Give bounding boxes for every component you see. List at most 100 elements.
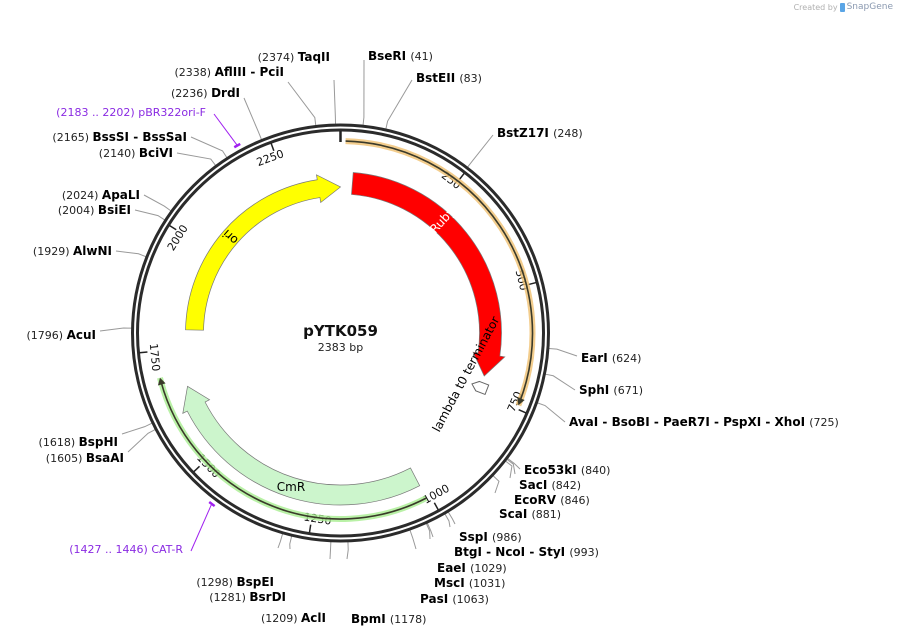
restriction-site[interactable]: BtgI - NcoI - StyI (993) [454, 545, 599, 559]
restriction-site[interactable]: BpmI (1178) [351, 612, 426, 626]
tick-mark [270, 143, 275, 152]
restriction-site[interactable]: (2165) BssSI - BssSaI [52, 130, 187, 144]
site-name: BpmI [351, 612, 390, 626]
restriction-site[interactable]: (1298) BspEI [196, 575, 274, 589]
restriction-site[interactable]: AvaI - BsoBI - PaeR7I - PspXI - XhoI (72… [569, 415, 839, 429]
primer-mark[interactable] [208, 500, 216, 508]
site-position: (842) [552, 479, 582, 492]
site-leader [505, 460, 513, 479]
site-leader [115, 250, 147, 258]
site-position: (846) [560, 494, 590, 507]
site-leader [134, 209, 165, 221]
site-name: MscI [434, 576, 469, 590]
site-name: BspEI [236, 575, 274, 589]
site-name: AclI [301, 611, 326, 625]
primer-label[interactable]: (2183 .. 2202) pBR322ori-F [56, 106, 206, 119]
terminator-label: lambda t0 terminator [430, 314, 503, 434]
CmR-orf-arrowhead-icon [157, 377, 166, 386]
restriction-site[interactable]: PasI (1063) [420, 592, 489, 606]
site-name: BsiEI [98, 203, 131, 217]
site-leader [537, 402, 566, 423]
restriction-site[interactable]: BseRI (41) [368, 49, 433, 63]
primer-leader [213, 113, 238, 145]
site-position: (2140) [99, 147, 139, 160]
primer-label[interactable]: (1427 .. 1446) CAT-R [69, 543, 183, 556]
site-leader [333, 79, 337, 125]
restriction-site[interactable]: EaeI (1029) [437, 561, 507, 575]
restriction-site[interactable]: BstEII (83) [416, 71, 482, 85]
primer-name: CAT-R [151, 543, 183, 556]
site-position: (1178) [390, 613, 427, 626]
site-position: (2004) [58, 204, 98, 217]
restriction-site[interactable]: (2004) BsiEI [58, 203, 131, 217]
restriction-site[interactable]: EarI (624) [581, 351, 641, 365]
ori-feature-arrow[interactable] [185, 174, 342, 331]
restriction-site[interactable]: BstZ17I (248) [497, 126, 583, 140]
site-position: (840) [581, 464, 611, 477]
site-name: EarI [581, 351, 612, 365]
site-leader [190, 136, 228, 158]
restriction-site[interactable]: (1929) AlwNI [33, 244, 112, 258]
restriction-site[interactable]: (2024) ApaLI [62, 188, 140, 202]
terminator-icon[interactable] [470, 379, 490, 396]
site-leader-lines [99, 59, 578, 560]
restriction-site[interactable]: (2374) TaqII [258, 50, 330, 64]
site-position: (881) [532, 508, 562, 521]
site-name: DrdI [211, 86, 240, 100]
restriction-site[interactable]: (1605) BsaAI [46, 451, 124, 465]
site-name: BseRI [368, 49, 410, 63]
site-position: (1029) [470, 562, 507, 575]
site-position: (2374) [258, 51, 298, 64]
site-leader [362, 59, 365, 126]
tick-label: 1750 [147, 343, 163, 372]
primer-mark[interactable] [233, 142, 241, 149]
site-leader [99, 327, 132, 332]
backbone-ring [131, 123, 550, 543]
restriction-site[interactable]: SphI (671) [579, 383, 643, 397]
restriction-site[interactable]: (1796) AcuI [27, 328, 97, 342]
restriction-site[interactable]: EcoRV (846) [514, 493, 590, 507]
ring-inner-line [136, 128, 545, 538]
restriction-site[interactable]: (2338) AflIII - PciI [175, 65, 284, 79]
site-leader [277, 533, 284, 549]
site-position: (624) [612, 352, 642, 365]
site-leader [176, 152, 216, 166]
site-leader [127, 429, 156, 453]
site-leader [545, 373, 576, 391]
mRuby2-orf-arrowhead-icon [517, 397, 525, 406]
site-position: (2236) [171, 87, 211, 100]
restriction-site[interactable]: MscI (1031) [434, 576, 505, 590]
restriction-site[interactable]: ScaI (881) [499, 507, 561, 521]
site-position: (41) [410, 50, 433, 63]
site-position: (1063) [452, 593, 489, 606]
restriction-site[interactable]: (2236) DrdI [171, 86, 240, 100]
restriction-site[interactable]: (1618) BspHI [39, 435, 118, 449]
site-leader [507, 458, 521, 470]
snapgene-logo-icon [839, 2, 845, 12]
site-name: SacI [519, 478, 552, 492]
restriction-site[interactable]: (1281) BsrDI [209, 590, 286, 604]
site-name: AflIII - PciI [215, 65, 284, 79]
primer-marks: (2183 .. 2202) pBR322ori-F (1427 .. 1446)… [56, 106, 241, 556]
site-leader [143, 194, 172, 212]
site-name: SphI [579, 383, 613, 397]
cmr-feature-arrow[interactable] [182, 385, 421, 506]
site-leader [425, 523, 431, 540]
restriction-site[interactable]: (1209) AclI [261, 611, 326, 625]
site-position: (725) [809, 416, 839, 429]
site-leader [329, 541, 332, 560]
site-position: (2338) [175, 66, 215, 79]
restriction-site[interactable]: SacI (842) [519, 478, 581, 492]
restriction-site[interactable]: (2140) BciVI [99, 146, 173, 160]
restriction-site[interactable]: SspI (986) [459, 530, 522, 544]
site-leader [346, 541, 349, 560]
site-name: EaeI [437, 561, 470, 575]
mruby2-feature-arrow[interactable] [351, 172, 506, 377]
site-name: EcoRV [514, 493, 560, 507]
site-position: (1605) [46, 452, 86, 465]
CmR-orf-line [160, 381, 427, 520]
site-name: BsrDI [249, 590, 286, 604]
site-leader [426, 522, 434, 538]
restriction-site[interactable]: Eco53kI (840) [524, 463, 610, 477]
